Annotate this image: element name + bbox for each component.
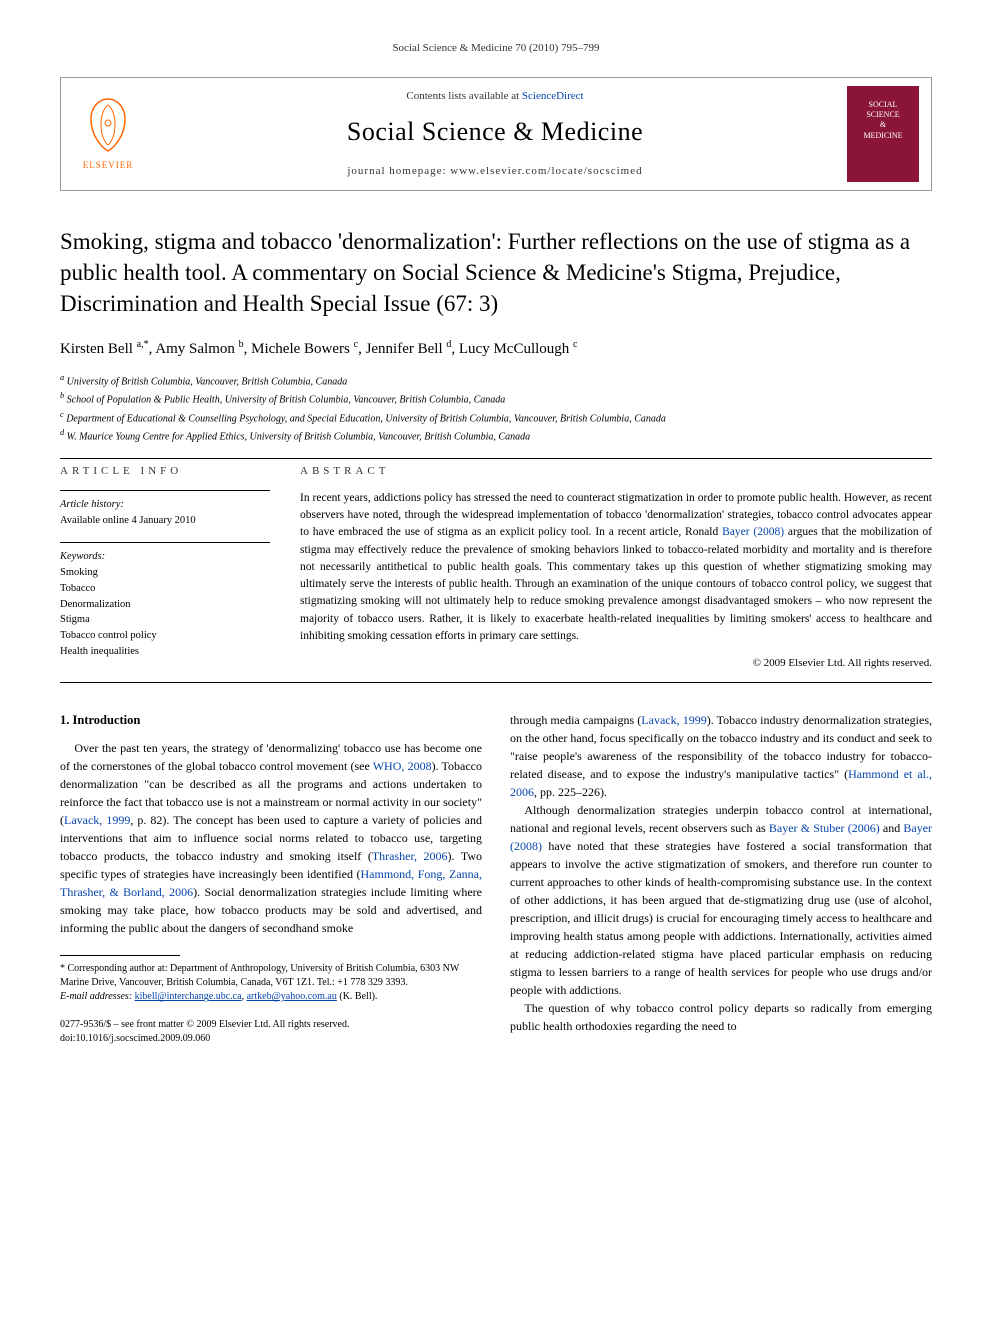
divider xyxy=(60,458,932,459)
elsevier-logo: ELSEVIER xyxy=(73,94,143,174)
keywords-list: SmokingTobaccoDenormalizationStigmaTobac… xyxy=(60,565,270,660)
email-suffix: (K. Bell). xyxy=(337,991,378,1002)
affiliations: a University of British Columbia, Vancou… xyxy=(60,372,932,444)
email-label: E-mail addresses: xyxy=(60,991,135,1002)
cover-line: MEDICINE xyxy=(863,131,902,141)
journal-cover-thumbnail: SOCIAL SCIENCE & MEDICINE xyxy=(847,86,919,182)
keywords-block: Keywords: SmokingTobaccoDenormalizationS… xyxy=(60,542,270,659)
email-link-1[interactable]: kibell@interchange.ubc.ca xyxy=(135,991,242,1002)
abstract-copyright: © 2009 Elsevier Ltd. All rights reserved… xyxy=(300,655,932,672)
abstract-heading: ABSTRACT xyxy=(300,463,932,480)
authors-line: Kirsten Bell a,*, Amy Salmon b, Michele … xyxy=(60,337,932,361)
keyword: Smoking xyxy=(60,565,270,581)
affiliation-line: b School of Population & Public Health, … xyxy=(60,390,932,407)
citation-link[interactable]: Hammond et al., 2006 xyxy=(510,767,932,799)
cover-line: SOCIAL xyxy=(869,100,898,110)
right-column: through media campaigns (Lavack, 1999). … xyxy=(510,711,932,1047)
cover-line: & xyxy=(880,120,886,130)
affiliation-line: d W. Maurice Young Centre for Applied Et… xyxy=(60,427,932,444)
keyword: Tobacco control policy xyxy=(60,628,270,644)
homepage-prefix: journal homepage: xyxy=(347,165,450,177)
running-header: Social Science & Medicine 70 (2010) 795–… xyxy=(60,40,932,57)
affiliation-line: a University of British Columbia, Vancou… xyxy=(60,372,932,389)
journal-banner: ELSEVIER Contents lists available at Sci… xyxy=(60,77,932,191)
homepage-url: www.elsevier.com/locate/socscimed xyxy=(450,165,642,177)
citation-link[interactable]: Lavack, 1999 xyxy=(641,713,706,727)
citation-link[interactable]: Bayer & Stuber (2006) xyxy=(769,821,880,835)
article-title: Smoking, stigma and tobacco 'denormaliza… xyxy=(60,226,932,319)
history-label: Article history: xyxy=(60,497,270,513)
keyword: Stigma xyxy=(60,612,270,628)
citation-link[interactable]: Lavack, 1999 xyxy=(64,813,130,827)
journal-homepage: journal homepage: www.elsevier.com/locat… xyxy=(143,163,847,180)
contents-prefix: Contents lists available at xyxy=(406,90,521,102)
body-paragraph: Over the past ten years, the strategy of… xyxy=(60,739,482,937)
email-line: E-mail addresses: kibell@interchange.ubc… xyxy=(60,990,482,1004)
citation-link[interactable]: Hammond, Fong, Zanna, Thrasher, & Borlan… xyxy=(60,867,482,899)
footnote-separator xyxy=(60,955,180,956)
keyword: Health inequalities xyxy=(60,644,270,660)
article-info-heading: ARTICLE INFO xyxy=(60,463,270,480)
citation-link[interactable]: WHO, 2008 xyxy=(373,759,432,773)
keywords-label: Keywords: xyxy=(60,549,270,565)
affiliation-line: c Department of Educational & Counsellin… xyxy=(60,409,932,426)
elsevier-label: ELSEVIER xyxy=(83,159,134,173)
keyword: Denormalization xyxy=(60,597,270,613)
article-info-column: ARTICLE INFO Article history: Available … xyxy=(60,463,270,673)
contents-available: Contents lists available at ScienceDirec… xyxy=(143,88,847,105)
corresponding-author: * Corresponding author at: Department of… xyxy=(60,962,482,990)
cover-line: SCIENCE xyxy=(866,110,899,120)
doi-line: doi:10.1016/j.socscimed.2009.09.060 xyxy=(60,1032,482,1046)
body-paragraph: The question of why tobacco control poli… xyxy=(510,999,932,1035)
footnotes: * Corresponding author at: Department of… xyxy=(60,962,482,1004)
doi-block: 0277-9536/$ – see front matter © 2009 El… xyxy=(60,1018,482,1046)
keyword: Tobacco xyxy=(60,581,270,597)
body-paragraph: through media campaigns (Lavack, 1999). … xyxy=(510,711,932,801)
abstract-column: ABSTRACT In recent years, addictions pol… xyxy=(300,463,932,673)
front-matter-line: 0277-9536/$ – see front matter © 2009 El… xyxy=(60,1018,482,1032)
citation-link[interactable]: Thrasher, 2006 xyxy=(372,849,448,863)
body-columns: 1. Introduction Over the past ten years,… xyxy=(60,711,932,1047)
banner-center: Contents lists available at ScienceDirec… xyxy=(143,88,847,180)
body-paragraph: Although denormalization strategies unde… xyxy=(510,801,932,999)
email-link-2[interactable]: artkeb@yahoo.com.au xyxy=(247,991,337,1002)
left-column: 1. Introduction Over the past ten years,… xyxy=(60,711,482,1047)
divider xyxy=(60,682,932,683)
citation-link[interactable]: Bayer (2008) xyxy=(722,526,784,538)
section-heading-introduction: 1. Introduction xyxy=(60,711,482,730)
history-value: Available online 4 January 2010 xyxy=(60,513,270,529)
abstract-text: In recent years, addictions policy has s… xyxy=(300,490,932,645)
sciencedirect-link[interactable]: ScienceDirect xyxy=(522,90,584,102)
journal-name: Social Science & Medicine xyxy=(143,112,847,151)
article-history: Article history: Available online 4 Janu… xyxy=(60,490,270,529)
